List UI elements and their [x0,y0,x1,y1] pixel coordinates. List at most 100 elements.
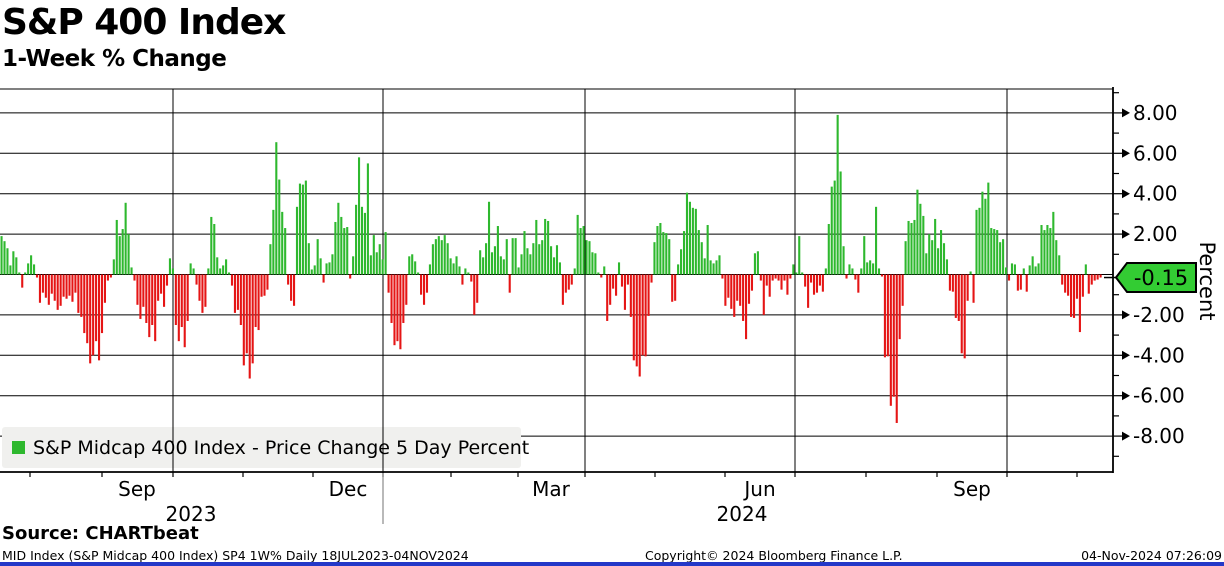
bar-positive [535,219,538,275]
bar-positive [343,228,346,275]
bar-negative [901,274,904,306]
bar-positive [520,254,523,275]
bar-negative [567,274,570,290]
x-year-label: 2024 [717,502,768,526]
bar-positive [449,258,452,275]
bar-positive [550,246,553,275]
bar-negative [95,274,98,342]
bar-negative [620,274,624,287]
bar-positive [384,232,387,275]
bar-negative [623,274,626,310]
bar-positive [945,259,949,275]
bar-positive [558,262,561,275]
bar-positive [1043,230,1046,275]
bar-positive [529,254,532,275]
bar-positive [931,240,934,275]
bar-negative [387,274,390,293]
bar-negative [561,274,564,305]
bar-negative [236,274,239,310]
bar-negative [880,274,884,277]
bar-positive [877,268,881,275]
bar-positive [691,207,694,275]
bar-negative [174,274,177,325]
bar-positive [544,218,547,275]
bar-positive [866,262,869,275]
bar-positive [219,268,222,275]
bar-negative [292,274,296,306]
y-tick-label: -4.00 [1133,343,1185,367]
bar-positive [124,202,127,275]
y-tick-arrow-icon [1122,189,1130,199]
bar-positive [30,255,33,275]
bar-negative [1016,274,1019,291]
bar-positive [1040,225,1043,275]
y-tick-arrow-icon [1122,350,1130,360]
bar-positive [378,244,381,275]
bar-negative [41,274,44,293]
bar-negative [1081,274,1084,297]
bar-positive [919,203,922,275]
bar-positive [487,201,491,275]
bar-negative [644,274,647,357]
bar-positive [848,264,851,275]
bar-positive [792,264,795,275]
bar-negative [804,274,807,287]
bar-positive [118,236,121,275]
bar-positive [310,269,313,275]
bar-positive [337,202,340,275]
bar-negative [845,274,848,279]
bar-negative [59,274,62,306]
bar-positive [538,244,541,275]
bar-negative [35,274,39,278]
bar-negative [186,274,189,321]
bar-positive [576,214,579,275]
bar-negative [198,274,201,301]
bar-negative [251,274,254,364]
bar-negative [609,274,612,305]
bar-negative [508,274,511,293]
bar-positive [1013,264,1016,275]
x-month-label: Sep [118,477,156,501]
bar-positive [594,253,597,275]
bar-negative [422,274,426,305]
bar-positive [863,236,866,275]
bar-positive [585,240,588,275]
bar-negative [349,274,352,279]
bar-positive [795,272,798,275]
bar-positive [824,268,827,275]
bar-negative [245,274,248,354]
bar-positive [207,268,210,275]
bar-negative [1096,274,1099,280]
bar-positive [1022,268,1025,275]
bar-positive [1052,211,1055,275]
bar-negative [56,274,59,310]
bar-positive [653,242,656,275]
bar-negative [1093,274,1096,281]
bar-negative [789,274,792,279]
bar-positive [301,184,304,275]
bar-positive [130,267,133,275]
bar-positive [482,257,485,275]
bar-positive [222,265,225,275]
bar-positive [940,230,943,275]
bar-positive [872,263,875,275]
bar-positive [685,192,689,275]
bar-positive [269,244,272,275]
bar-positive [1005,267,1008,275]
bar-positive [304,180,307,275]
bar-positive [688,201,691,275]
bar-positive [278,179,281,275]
footer-security-info: MID Index (S&P Midcap 400 Index) SP4 1W%… [2,548,469,563]
bar-positive [869,260,872,275]
bar-negative [721,274,724,279]
y-tick-label: 6.00 [1133,141,1178,165]
bar-positive [452,263,455,275]
bar-negative [674,274,677,301]
bar-positive [440,240,443,275]
bar-negative [461,274,464,285]
bar-positive [352,256,355,275]
bar-positive [922,215,925,275]
bar-negative [739,274,742,306]
bar-positive [984,198,987,275]
bar-positive [334,221,337,275]
